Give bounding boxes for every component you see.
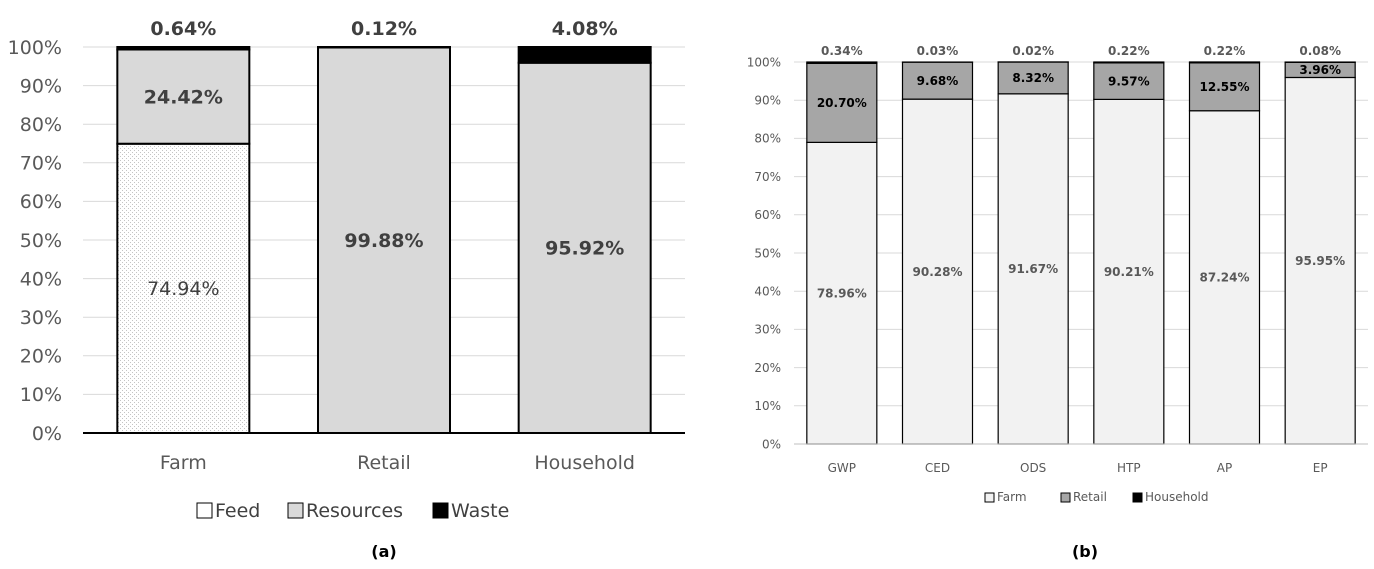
panel-b-legend-label: Household bbox=[1145, 490, 1209, 504]
panel-a-y-tick-label: 40% bbox=[20, 268, 62, 290]
panel-a-legend-label: Waste bbox=[451, 500, 509, 522]
panel-a-y-tick-label: 50% bbox=[20, 230, 62, 252]
panel-b-y-tick-label: 20% bbox=[754, 361, 781, 375]
panel-b-data-label: 9.57% bbox=[1108, 74, 1150, 88]
panel-b-y-tick-label: 40% bbox=[754, 285, 781, 299]
panel-b-data-label: 87.24% bbox=[1200, 271, 1250, 285]
panel-a-y-tick-label: 0% bbox=[32, 423, 62, 445]
panel-b-x-tick-label: GWP bbox=[828, 461, 856, 475]
panel-b-legend-label: Retail bbox=[1073, 490, 1107, 504]
panel-b-x-tick-label: AP bbox=[1217, 461, 1232, 475]
panel-a-y-tick-label: 60% bbox=[20, 191, 62, 213]
panel-b-y-tick-label: 60% bbox=[754, 208, 781, 222]
panel-a-x-tick-label: Farm bbox=[160, 452, 207, 474]
panel-b-y-tick-label: 0% bbox=[762, 437, 781, 451]
panel-a-y-tick-label: 10% bbox=[20, 384, 62, 406]
panel-b-data-label: 9.68% bbox=[917, 74, 959, 88]
panel-a-y-tick-label: 90% bbox=[20, 75, 62, 97]
panel-b-bar-segment bbox=[901, 98, 974, 445]
panel-a-data-label: 4.08% bbox=[552, 18, 618, 40]
panel-b-data-label: 90.28% bbox=[913, 265, 963, 279]
panel-b-x-tick-label: ODS bbox=[1020, 461, 1046, 475]
panel-a-bar-segment bbox=[116, 46, 251, 51]
panel-a-y-tick-label: 70% bbox=[20, 153, 62, 175]
panel-b-y-tick-label: 50% bbox=[754, 246, 781, 260]
panel-b-legend-label: Farm bbox=[997, 490, 1027, 504]
panel-b-bar-segment bbox=[901, 61, 974, 100]
panel-a-bar-segment bbox=[517, 46, 652, 64]
panel-b-data-label: 95.95% bbox=[1295, 254, 1345, 268]
panel-a-chart: 0% 10% 20% 30% 40% 50% 60% 70% 80% 90% 100% 74.94% 2… bbox=[8, 18, 685, 561]
panel-b-bar-segment bbox=[1284, 76, 1356, 445]
panel-a-y-tick-label: 80% bbox=[20, 114, 62, 136]
panel-b-data-label: 0.02% bbox=[1012, 44, 1054, 58]
panel-b-data-label: 0.08% bbox=[1299, 44, 1341, 58]
panel-a-y-tick-label: 20% bbox=[20, 346, 62, 368]
panel-b-data-label: 0.22% bbox=[1108, 44, 1150, 58]
panel-a-legend-swatch bbox=[196, 502, 213, 519]
panel-a-legend-label: Feed bbox=[215, 500, 260, 522]
panel-a-legend-label: Resources bbox=[306, 500, 403, 522]
panel-a-data-label: 74.94% bbox=[147, 278, 219, 300]
panel-b-chart: 0% 10% 20% 30% 40% 50% 60% 70% 80% 90% 100% 78.96% 2… bbox=[747, 44, 1368, 561]
panel-b-x-tick-label: CED bbox=[925, 461, 950, 475]
panel-b-bar-segment bbox=[997, 61, 1069, 95]
panel-b-y-tick-label: 90% bbox=[754, 94, 781, 108]
panel-b-data-label: 3.96% bbox=[1299, 63, 1341, 77]
panel-b-y-tick-label: 70% bbox=[754, 170, 781, 184]
panel-b-y-tick-label: 100% bbox=[747, 55, 781, 69]
panel-a-legend-swatch bbox=[432, 502, 449, 519]
panel-a-data-label: 24.42% bbox=[144, 86, 223, 108]
panel-a-caption-label: (a) bbox=[371, 542, 396, 561]
panel-b-y-tick-label: 30% bbox=[754, 323, 781, 337]
panel-a-x-tick-label: Retail bbox=[357, 452, 411, 474]
panel-b-data-label: 8.32% bbox=[1012, 71, 1054, 85]
panel-b-data-label: 12.55% bbox=[1200, 80, 1250, 94]
panel-a-data-label: 0.12% bbox=[351, 18, 417, 40]
panel-b-x-tick-label: HTP bbox=[1117, 461, 1141, 475]
panel-a-y-tick-label: 30% bbox=[20, 307, 62, 329]
panel-b-legend-swatch bbox=[1060, 492, 1071, 503]
panel-b-bar-segment bbox=[806, 141, 878, 445]
panel-b-data-label: 78.96% bbox=[817, 287, 867, 301]
panel-b-bar-segment bbox=[1188, 62, 1261, 112]
panel-b-data-label: 91.67% bbox=[1008, 262, 1058, 276]
panel-b-legend-swatch bbox=[1132, 492, 1143, 503]
panel-a-bar-segment bbox=[517, 61, 652, 434]
panel-a-data-label: 99.88% bbox=[344, 230, 423, 252]
panel-a-y-tick-label: 100% bbox=[8, 37, 62, 59]
panel-b-y-tick-label: 10% bbox=[754, 399, 781, 413]
panel-b-x-tick-label: EP bbox=[1313, 461, 1328, 475]
panel-b-data-label: 0.34% bbox=[821, 44, 863, 58]
panel-b-bar-segment bbox=[997, 93, 1069, 445]
panel-b-bar-segment bbox=[1188, 61, 1261, 64]
panel-a-data-label: 95.92% bbox=[545, 238, 624, 260]
panel-b-data-label: 90.21% bbox=[1104, 265, 1154, 279]
panel-b-caption-label: (b) bbox=[1072, 542, 1098, 561]
panel-b-bar-segment bbox=[806, 62, 878, 143]
panel-b-bar-segment bbox=[1093, 61, 1165, 64]
panel-b-y-tick-label: 80% bbox=[754, 132, 781, 146]
panel-a-x-tick-label: Household bbox=[534, 452, 635, 474]
panel-a-legend-swatch bbox=[287, 502, 304, 519]
panel-b-data-label: 0.03% bbox=[917, 44, 959, 58]
panel-b-data-label: 0.22% bbox=[1204, 44, 1246, 58]
panel-a-bar-segment bbox=[116, 48, 251, 145]
panel-b-bar-segment bbox=[806, 61, 878, 64]
panel-b-legend-swatch bbox=[984, 492, 995, 503]
panel-b-data-label: 20.70% bbox=[817, 96, 867, 110]
panel-a-data-label: 0.64% bbox=[150, 18, 216, 40]
